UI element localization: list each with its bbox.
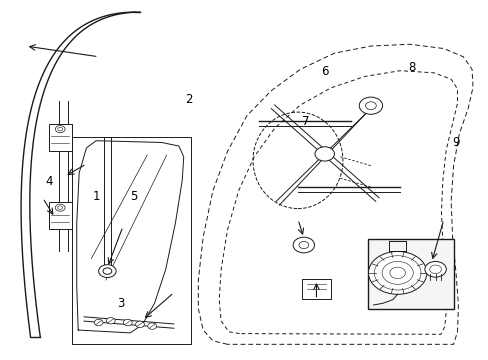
Circle shape bbox=[58, 206, 62, 210]
Circle shape bbox=[359, 97, 382, 114]
Circle shape bbox=[94, 319, 103, 326]
Text: 1: 1 bbox=[92, 190, 100, 203]
Circle shape bbox=[135, 321, 144, 328]
Bar bbox=[301, 279, 330, 298]
Text: 7: 7 bbox=[301, 114, 308, 127]
Bar bbox=[48, 202, 72, 229]
Circle shape bbox=[55, 204, 65, 211]
Circle shape bbox=[147, 323, 156, 329]
Circle shape bbox=[99, 265, 116, 278]
Circle shape bbox=[298, 242, 308, 249]
Circle shape bbox=[429, 265, 441, 274]
Circle shape bbox=[424, 261, 446, 277]
Circle shape bbox=[292, 237, 314, 253]
Circle shape bbox=[58, 127, 62, 131]
Circle shape bbox=[314, 147, 334, 161]
Text: 4: 4 bbox=[45, 175, 53, 188]
Text: 9: 9 bbox=[451, 136, 459, 149]
Bar bbox=[72, 137, 191, 344]
Circle shape bbox=[103, 268, 112, 274]
Bar bbox=[368, 239, 453, 309]
Text: 2: 2 bbox=[184, 93, 192, 106]
Bar bbox=[48, 124, 72, 150]
Circle shape bbox=[368, 251, 426, 294]
Text: 8: 8 bbox=[407, 61, 415, 74]
Circle shape bbox=[365, 102, 375, 110]
Circle shape bbox=[55, 126, 65, 133]
Text: 5: 5 bbox=[130, 190, 137, 203]
Circle shape bbox=[106, 318, 115, 324]
Text: 3: 3 bbox=[117, 297, 124, 310]
Text: 6: 6 bbox=[320, 64, 328, 77]
Circle shape bbox=[123, 319, 132, 326]
